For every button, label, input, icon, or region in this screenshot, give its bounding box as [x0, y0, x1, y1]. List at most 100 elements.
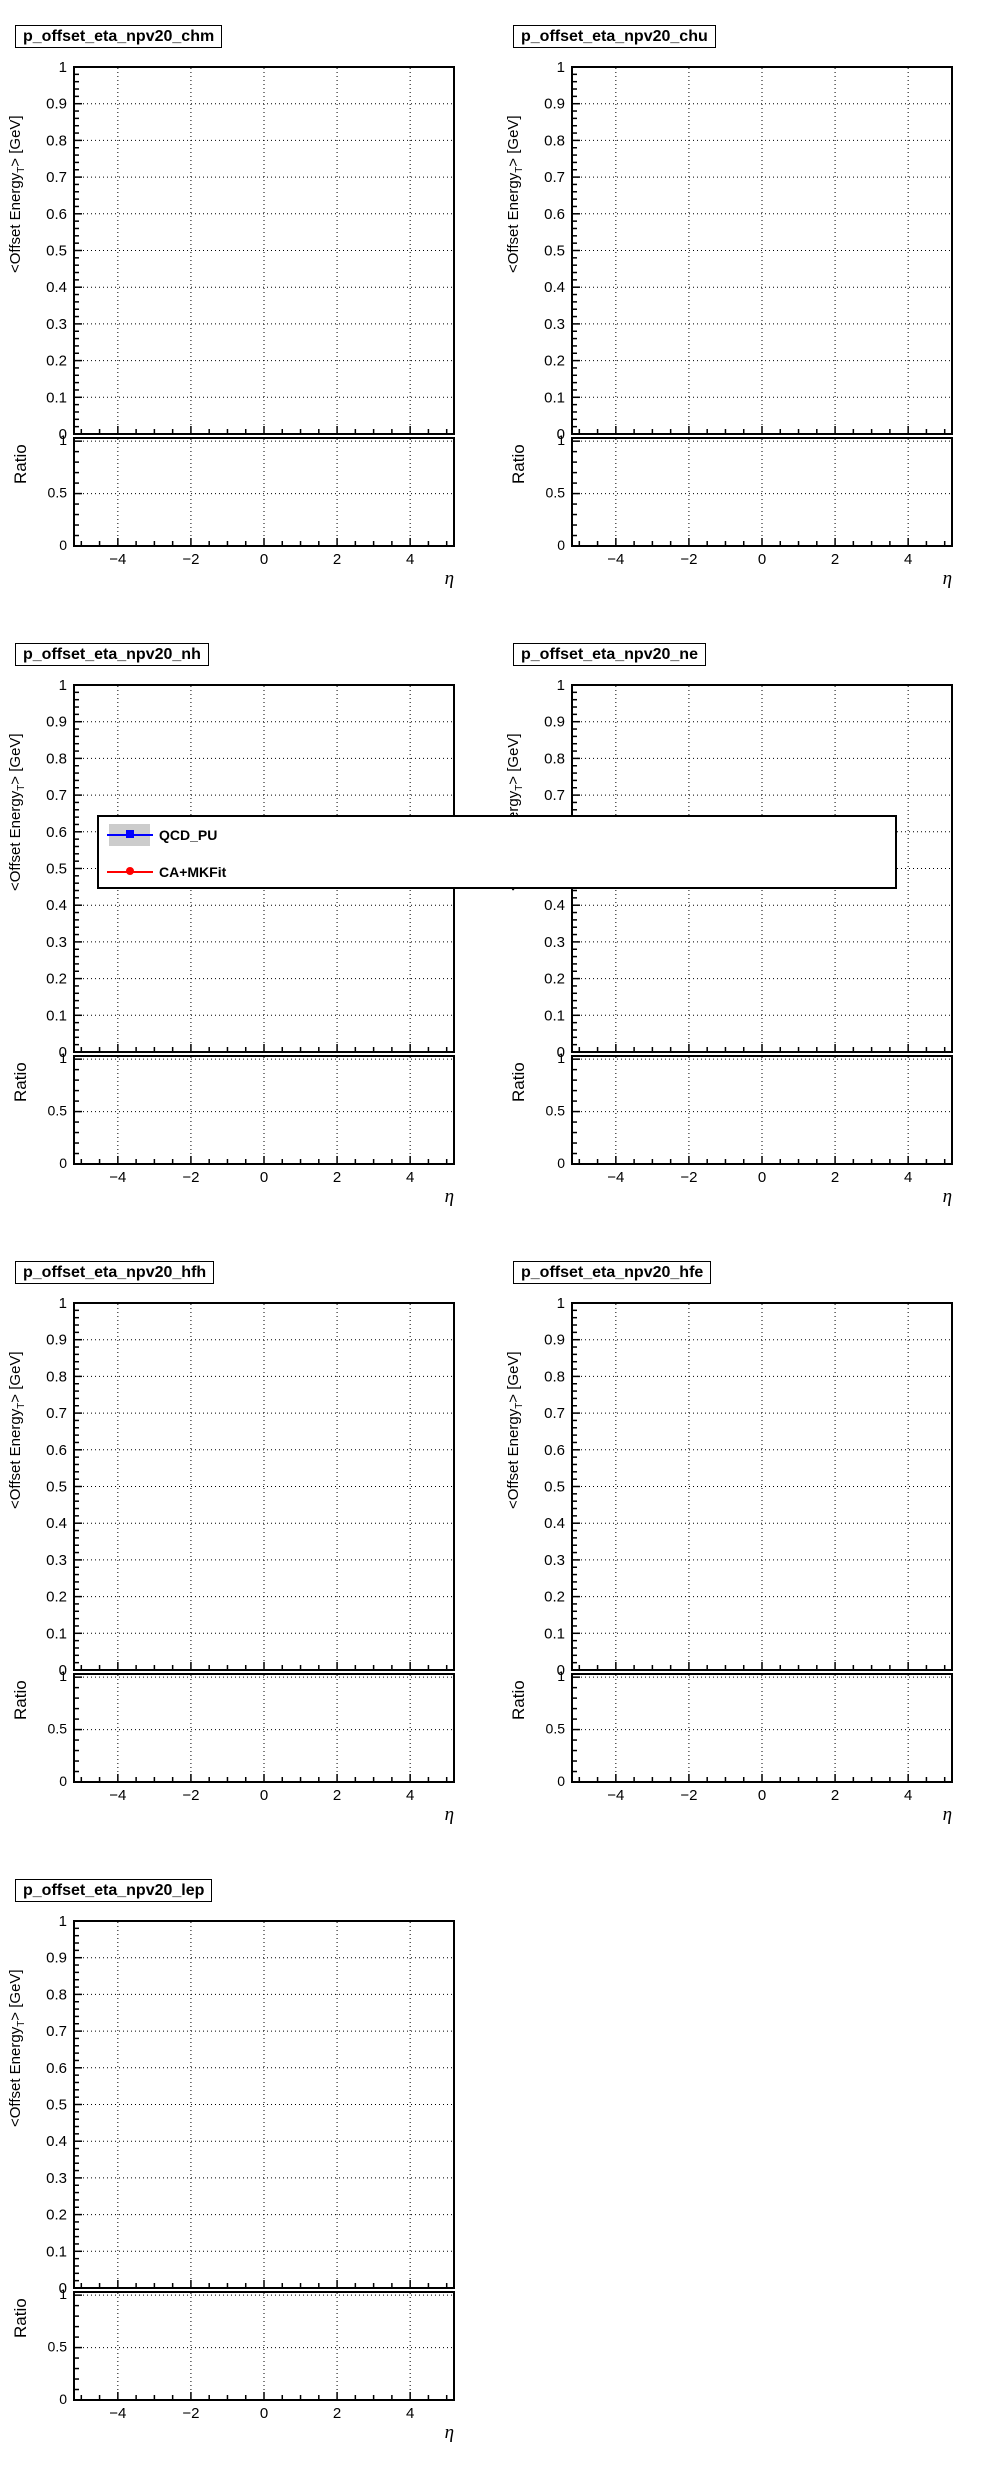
ratio-tick-label: 0: [557, 1155, 565, 1171]
x-tick-label: 2: [333, 551, 341, 568]
y-tick-label: 0.8: [544, 132, 565, 149]
ratio-axis-title: Ratio: [11, 2298, 30, 2338]
y-tick-label: 0.7: [544, 169, 565, 186]
plot-title-box: p_offset_eta_npv20_chm: [15, 25, 223, 48]
y-axis-title: <Offset EnergyT> [GeV]: [7, 115, 27, 273]
ratio-axis-title: Ratio: [11, 1680, 30, 1720]
y-tick-label: 0.1: [46, 2243, 67, 2260]
x-axis-title: η: [444, 1804, 454, 1825]
y-tick-label: 0: [557, 1662, 565, 1679]
legend-entry-ca-mkfit: CA+MKFit: [107, 860, 226, 884]
frame-borders: [571, 66, 953, 547]
y-axis-title: <Offset EnergyT> [GeV]: [7, 733, 27, 891]
y-tick-label: 0.2: [544, 1589, 565, 1606]
legend-entry-qcd-pu: QCD_PU: [107, 823, 217, 847]
y-tick-label: 0.7: [46, 2023, 67, 2040]
x-axis-title: η: [942, 1186, 952, 1207]
y-axis-title: <Offset EnergyT> [GeV]: [505, 1351, 525, 1509]
legend-marker-ca-mkfit: [126, 867, 134, 875]
x-axis-title: η: [942, 568, 952, 589]
y-tick-label: 0.9: [544, 714, 565, 731]
plot-title-box: p_offset_eta_npv20_chu: [513, 25, 716, 48]
gridlines: [573, 1304, 951, 1781]
x-tick-label: −2: [680, 551, 697, 568]
plot-title-box: p_offset_eta_npv20_hfh: [15, 1261, 215, 1284]
plot-title: p_offset_eta_npv20_nh: [23, 646, 201, 663]
ratio-tick-label: 0: [557, 537, 565, 553]
ratio-tick-label: 0.5: [48, 485, 68, 501]
plot-pad: 00.10.20.30.40.50.60.70.80.9100.51−4−202…: [498, 618, 996, 1236]
y-tick-label: 0.8: [46, 1986, 67, 2003]
x-axis-title: η: [444, 2422, 454, 2443]
x-axis-title: η: [444, 568, 454, 589]
x-tick-label: 2: [333, 1787, 341, 1804]
plot-title: p_offset_eta_npv20_chu: [521, 28, 708, 45]
legend-sample-qcd-pu: [107, 823, 153, 847]
x-tick-label: 0: [260, 551, 268, 568]
x-tick-label: 4: [904, 1169, 912, 1186]
y-tick-label: 0.1: [46, 1625, 67, 1642]
y-tick-label: 0.1: [544, 1625, 565, 1642]
y-tick-label: 0.2: [46, 353, 67, 370]
x-tick-label: −2: [680, 1787, 697, 1804]
y-tick-label: 1: [557, 1295, 565, 1312]
y-tick-label: 0.3: [544, 934, 565, 951]
y-tick-label: 0.9: [46, 1332, 67, 1349]
plot-title-box: p_offset_eta_npv20_nh: [15, 643, 209, 666]
legend: QCD_PU CA+MKFit: [97, 815, 897, 889]
ratio-axis-title: Ratio: [11, 444, 30, 484]
gridlines: [75, 686, 453, 1163]
x-tick-label: 2: [831, 1169, 839, 1186]
y-tick-label: 0.4: [46, 1515, 67, 1532]
plot-frame: 00.10.20.30.40.50.60.70.80.9100.51−4−202…: [544, 677, 953, 1186]
x-tick-label: 0: [758, 1169, 766, 1186]
x-tick-label: −4: [607, 1787, 624, 1804]
y-tick-label: 0.7: [46, 169, 67, 186]
ratio-tick-label: 0.5: [546, 485, 566, 501]
ratio-tick-label: 0: [59, 2391, 67, 2407]
axis-ticks: [75, 1920, 448, 2401]
x-tick-label: −4: [607, 1169, 624, 1186]
plot-title-box: p_offset_eta_npv20_hfe: [513, 1261, 712, 1284]
axis-ticks: [75, 684, 448, 1165]
y-tick-label: 0.8: [46, 750, 67, 767]
plot-title: p_offset_eta_npv20_lep: [23, 1882, 205, 1899]
y-tick-label: 0.9: [544, 96, 565, 113]
ratio-tick-label: 1: [59, 2286, 67, 2302]
y-tick-label: 0.2: [46, 2207, 67, 2224]
x-tick-label: 0: [260, 1787, 268, 1804]
ratio-tick-label: 1: [59, 1050, 67, 1066]
ratio-tick-label: 1: [557, 1668, 565, 1684]
x-tick-label: 4: [406, 1169, 414, 1186]
x-tick-label: 4: [406, 2405, 414, 2422]
y-tick-label: 0.4: [544, 897, 565, 914]
tick-labels: 00.10.20.30.40.50.60.70.80.9100.51−4−202…: [544, 677, 912, 1186]
y-tick-label: 0: [557, 426, 565, 443]
y-tick-label: 0.8: [46, 132, 67, 149]
y-tick-label: 0.6: [46, 2060, 67, 2077]
y-tick-label: 0: [59, 1662, 67, 1679]
x-tick-label: −4: [109, 551, 126, 568]
y-tick-label: 0.7: [46, 787, 67, 804]
y-tick-label: 0: [59, 2280, 67, 2297]
y-tick-label: 1: [59, 677, 67, 694]
x-tick-label: −2: [182, 551, 199, 568]
ratio-tick-label: 1: [557, 1050, 565, 1066]
legend-marker-qcd-pu: [126, 830, 134, 838]
frame-borders: [73, 684, 455, 1165]
y-tick-label: 0.9: [544, 1332, 565, 1349]
y-tick-label: 0.6: [46, 1442, 67, 1459]
y-axis-title: <Offset EnergyT> [GeV]: [7, 1351, 27, 1509]
y-tick-label: 0.1: [544, 1007, 565, 1024]
y-tick-label: 0.3: [544, 1552, 565, 1569]
x-axis-title: η: [942, 1804, 952, 1825]
y-tick-label: 0.3: [46, 316, 67, 333]
